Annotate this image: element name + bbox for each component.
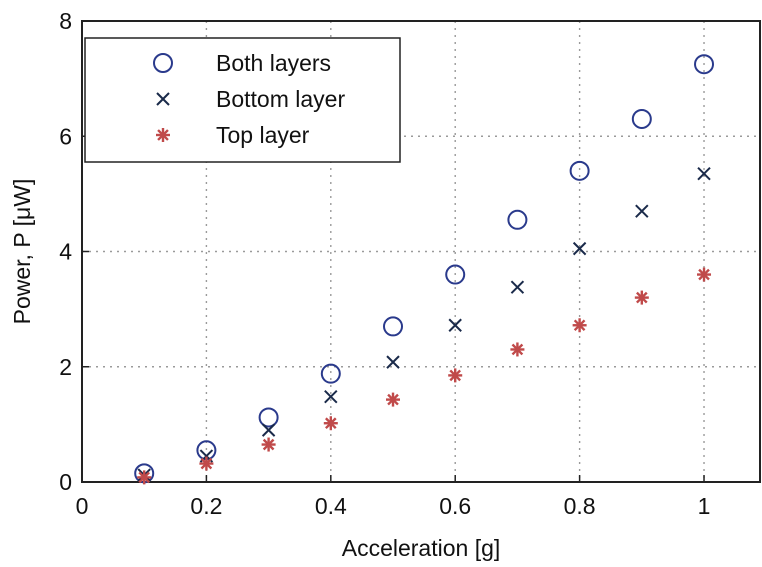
data-point-x [572, 241, 587, 256]
data-point-asterisk-stroke [511, 343, 524, 356]
legend-marker-asterisk-stroke [157, 129, 169, 141]
data-point-asterisk [634, 290, 649, 305]
data-point-asterisk [199, 456, 214, 471]
data-point-x-stroke [635, 204, 649, 218]
axis-ticks: 0 0.2 0.4 0.6 0.8 1 0 2 4 6 8 [59, 8, 710, 519]
data-point-asterisk-stroke [138, 471, 151, 484]
data-point-circle [569, 160, 590, 181]
data-point-asterisk [697, 267, 712, 282]
data-point-circle [383, 316, 404, 337]
data-point-circle [507, 209, 528, 230]
x-tick-label: 0.6 [439, 493, 471, 519]
data-point-x [261, 423, 276, 437]
y-tick-label: 6 [59, 123, 72, 149]
data-point-circle [445, 264, 466, 285]
y-axis-label: Power, P [μW] [9, 179, 35, 325]
data-point-asterisk-stroke [698, 268, 710, 281]
data-point-x-stroke [386, 355, 400, 369]
x-axis-label: Acceleration [g] [342, 535, 501, 561]
data-point-circle [694, 54, 715, 75]
data-point-asterisk-stroke [262, 438, 275, 451]
data-point-circle [320, 363, 341, 384]
legend-marker-x [156, 92, 170, 106]
data-point-x-stroke [572, 241, 587, 256]
data-point-x-stroke [261, 423, 276, 437]
data-points [134, 54, 715, 485]
data-point-asterisk [323, 416, 338, 431]
data-point-x [448, 318, 462, 332]
data-point-x [324, 390, 338, 404]
x-tick-label: 0.4 [315, 493, 347, 519]
x-tick-label: 0 [76, 493, 89, 519]
y-tick-label: 2 [59, 354, 72, 380]
legend-label: Top layer [216, 122, 310, 148]
y-tick-label: 8 [59, 8, 72, 34]
x-tick-label: 0.2 [190, 493, 222, 519]
data-point-x [635, 204, 649, 218]
data-point-asterisk [510, 342, 525, 357]
legend-box [84, 37, 401, 163]
data-point-asterisk-stroke [387, 393, 399, 406]
data-point-x [510, 280, 525, 294]
legend: Both layers Bottom layer Top layer [84, 37, 401, 163]
data-point-circle [631, 108, 652, 129]
data-point-x [697, 166, 711, 181]
data-point-asterisk-stroke [449, 369, 462, 382]
data-point-x [386, 355, 400, 369]
data-point-asterisk-stroke [325, 417, 337, 430]
data-point-x-stroke [510, 280, 525, 294]
data-point-asterisk-stroke [200, 457, 213, 470]
data-point-x-stroke [324, 390, 338, 404]
data-point-circle [258, 407, 279, 428]
legend-marker-x-stroke [156, 92, 170, 106]
legend-marker-asterisk [156, 128, 170, 142]
data-point-asterisk [448, 368, 463, 383]
legend-label: Both layers [216, 50, 331, 76]
y-tick-label: 4 [59, 239, 72, 265]
data-point-x-stroke [448, 318, 462, 332]
data-point-asterisk [137, 470, 152, 485]
data-point-asterisk [261, 437, 276, 452]
data-point-asterisk [572, 318, 587, 333]
data-point-asterisk-stroke [636, 291, 648, 304]
data-point-asterisk [386, 392, 401, 407]
data-point-x-stroke [697, 166, 711, 181]
x-tick-label: 0.8 [564, 493, 596, 519]
legend-label: Bottom layer [216, 86, 345, 112]
data-point-asterisk-stroke [573, 319, 586, 332]
x-tick-label: 1 [698, 493, 711, 519]
legend-marker-circle [153, 53, 173, 73]
y-tick-label: 0 [59, 469, 72, 495]
